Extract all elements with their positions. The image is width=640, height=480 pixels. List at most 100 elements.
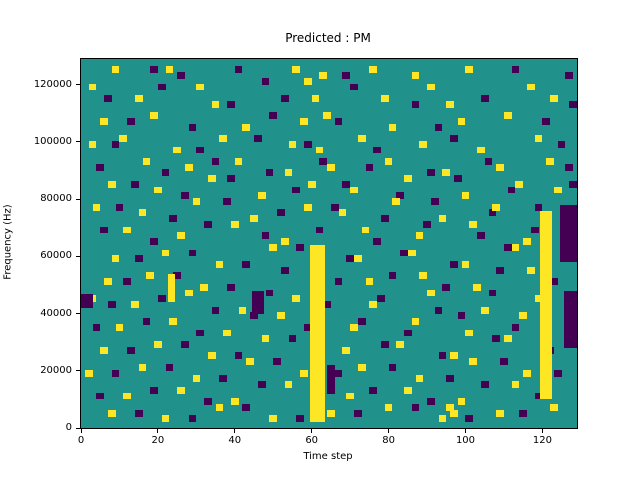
- x-tick: [234, 429, 236, 433]
- heatmap-cell-yellow: [419, 272, 428, 280]
- heatmap-cell-purple: [380, 341, 389, 348]
- chart-title: Predicted : PM: [285, 31, 371, 45]
- heatmap-cell-purple: [92, 323, 101, 331]
- heatmap-cell-yellow: [138, 209, 147, 217]
- heatmap-cell-yellow: [511, 243, 520, 251]
- heatmap-cell-purple: [304, 140, 312, 148]
- heatmap-cell-purple: [565, 163, 574, 171]
- heatmap-cell-purple: [188, 249, 197, 257]
- heatmap-cell-yellow: [146, 272, 155, 280]
- heatmap-cell-yellow: [100, 346, 108, 354]
- x-tick-label: 20: [151, 435, 165, 446]
- heatmap-cell-purple: [480, 95, 489, 102]
- heatmap-cell-yellow: [411, 72, 420, 80]
- heatmap-cell-yellow: [154, 186, 162, 194]
- heatmap-cell-purple: [196, 329, 205, 337]
- y-tick-label: 60000: [40, 250, 72, 262]
- heatmap-cell-yellow: [346, 392, 354, 400]
- heatmap-cell-yellow: [546, 157, 554, 165]
- x-tick: [388, 429, 390, 433]
- heatmap-cell-yellow: [261, 335, 270, 343]
- heatmap-cell-yellow: [280, 238, 289, 245]
- heatmap-cell-yellow: [446, 403, 454, 411]
- heatmap-cell-yellow: [161, 415, 170, 423]
- heatmap-cell-yellow: [384, 403, 393, 411]
- y-tick-label: 0: [65, 422, 72, 433]
- heatmap-cell-purple: [507, 186, 516, 194]
- heatmap-cell-purple: [511, 323, 520, 331]
- heatmap-cell-purple: [550, 278, 558, 285]
- heatmap-cell-purple: [500, 358, 508, 366]
- heatmap-cell-yellow: [304, 77, 312, 85]
- heatmap-cell-yellow: [442, 169, 451, 177]
- heatmap-cell-purple: [457, 312, 466, 320]
- heatmap-cell-yellow: [88, 83, 97, 91]
- heatmap-cell-yellow: [134, 95, 143, 102]
- heatmap-cell-yellow: [465, 329, 474, 337]
- heatmap-cell-yellow: [357, 135, 366, 142]
- heatmap-cell-yellow: [269, 243, 278, 251]
- heatmap-cell-yellow: [107, 180, 116, 188]
- heatmap-cell-yellow: [123, 392, 131, 400]
- heatmap-cell-purple: [396, 192, 404, 200]
- y-tick: [76, 313, 80, 315]
- heatmap-cell-purple: [104, 95, 112, 102]
- heatmap-cell-purple: [150, 238, 158, 245]
- x-tick-label: 80: [382, 435, 395, 446]
- heatmap-cell-purple: [254, 135, 262, 142]
- heatmap-cell-purple: [434, 306, 443, 314]
- heatmap-cell-purple: [569, 100, 577, 108]
- heatmap-cell-purple: [227, 175, 235, 182]
- heatmap-cell-yellow: [304, 203, 312, 211]
- heatmap-cell-yellow: [411, 318, 420, 326]
- heatmap-cell-yellow: [550, 403, 558, 411]
- heatmap-cell-purple: [188, 123, 197, 131]
- heatmap-cell-yellow: [380, 95, 389, 102]
- heatmap-cell-purple: [434, 123, 443, 131]
- x-tick-label: 100: [455, 435, 476, 446]
- heatmap-cell-yellow: [123, 226, 131, 234]
- heatmap-cell-purple: [557, 140, 566, 148]
- heatmap-block-purple: [252, 290, 264, 314]
- heatmap-cell-yellow: [100, 117, 108, 125]
- heatmap-cell-yellow: [207, 352, 216, 360]
- heatmap-cell-yellow: [450, 409, 458, 417]
- x-tick: [157, 429, 159, 433]
- heatmap-cell-yellow: [403, 386, 412, 394]
- y-tick: [76, 198, 80, 200]
- heatmap-cell-yellow: [407, 249, 416, 257]
- heatmap-cell-yellow: [307, 180, 316, 188]
- heatmap-cell-purple: [115, 203, 124, 211]
- heatmap-cell-purple: [519, 409, 527, 417]
- heatmap-cell-purple: [111, 369, 120, 377]
- heatmap-cell-yellow: [246, 358, 255, 366]
- heatmap-cell-yellow: [477, 146, 485, 154]
- heatmap-cell-yellow: [503, 335, 512, 343]
- heatmap-cell-yellow: [457, 398, 466, 406]
- heatmap-cell-yellow: [527, 83, 535, 91]
- heatmap-cell-yellow: [92, 203, 101, 211]
- heatmap-cell-yellow: [292, 295, 301, 303]
- heatmap-cell-yellow: [496, 163, 504, 171]
- heatmap-cell-yellow: [111, 66, 120, 74]
- heatmap-cell-yellow: [511, 381, 520, 388]
- heatmap-cell-yellow: [138, 363, 147, 371]
- heatmap-cell-yellow: [392, 198, 401, 205]
- heatmap-cell-purple: [411, 403, 420, 411]
- heatmap-cell-purple: [411, 100, 420, 108]
- heatmap-cell-purple: [111, 140, 120, 148]
- heatmap-cell-purple: [373, 146, 381, 154]
- x-tick: [311, 429, 313, 433]
- heatmap-cell-purple: [142, 318, 151, 326]
- heatmap-cell-purple: [261, 77, 270, 85]
- heatmap-cell-purple: [446, 375, 454, 383]
- heatmap-cell-purple: [480, 381, 489, 388]
- heatmap-cell-purple: [496, 266, 504, 274]
- heatmap-cell-purple: [323, 300, 331, 308]
- y-tick: [76, 84, 80, 86]
- heatmap-cell-purple: [334, 369, 343, 377]
- heatmap-cell-purple: [204, 220, 212, 228]
- heatmap-cell-purple: [292, 186, 301, 194]
- heatmap-cell-yellow: [527, 266, 535, 274]
- heatmap-cell-purple: [169, 215, 178, 223]
